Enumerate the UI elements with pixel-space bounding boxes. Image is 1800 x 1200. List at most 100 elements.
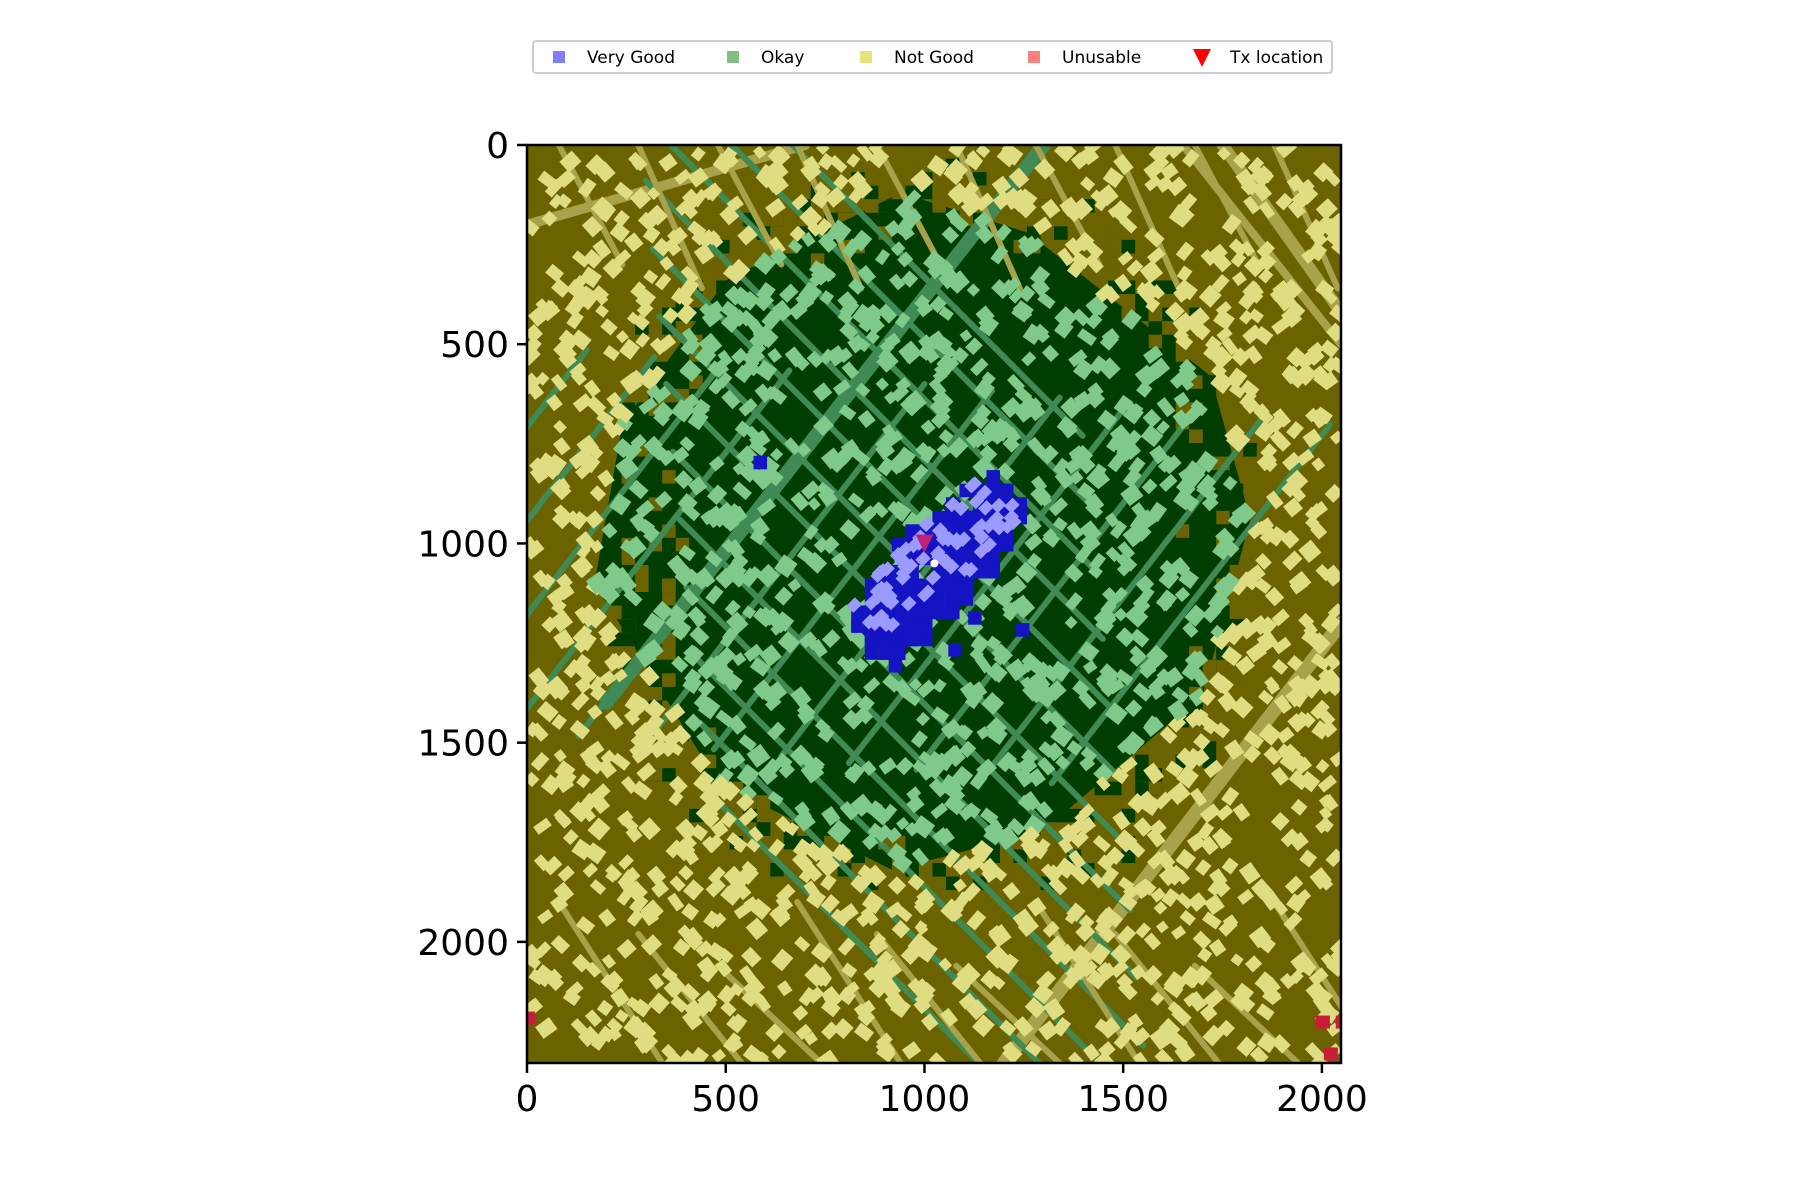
building	[948, 532, 964, 548]
building	[841, 962, 858, 979]
building	[1043, 997, 1066, 1021]
boundary-cell	[1108, 781, 1122, 796]
building	[934, 485, 954, 506]
building	[1228, 238, 1248, 257]
very-good-cell	[753, 455, 768, 470]
receiver-dot	[930, 559, 939, 568]
building	[552, 437, 571, 456]
building	[1288, 570, 1312, 594]
building	[1127, 793, 1148, 814]
building	[790, 491, 810, 512]
building	[1018, 285, 1036, 303]
building	[1257, 252, 1277, 272]
building	[1006, 514, 1022, 531]
building	[1328, 356, 1341, 376]
building	[748, 826, 764, 843]
building	[1235, 617, 1258, 640]
building	[767, 470, 784, 487]
building	[666, 554, 688, 576]
building	[1116, 925, 1137, 946]
building	[928, 751, 946, 768]
building	[1197, 947, 1213, 963]
building	[1321, 1002, 1336, 1018]
building	[602, 258, 624, 280]
building	[964, 153, 983, 171]
building	[873, 824, 893, 843]
building	[907, 932, 931, 956]
boundary-cell	[662, 768, 676, 782]
building	[964, 477, 980, 494]
building	[821, 230, 836, 245]
building	[1132, 1051, 1151, 1063]
building	[792, 1005, 809, 1021]
building	[1012, 301, 1033, 322]
building	[814, 718, 831, 735]
building	[1078, 816, 1096, 835]
boundary-cell	[1121, 239, 1136, 254]
building	[844, 766, 859, 781]
building	[1243, 730, 1265, 750]
building	[801, 231, 816, 248]
building	[887, 876, 907, 895]
building	[581, 216, 604, 238]
building-layer	[527, 145, 1341, 1063]
building	[723, 264, 744, 285]
boundary-cell	[1243, 443, 1257, 457]
building	[958, 802, 979, 822]
building	[1011, 594, 1034, 617]
building	[1271, 317, 1290, 335]
building	[1147, 357, 1171, 380]
building	[1258, 723, 1282, 746]
building	[986, 721, 1007, 742]
building	[710, 359, 730, 378]
building	[714, 646, 737, 668]
building	[853, 1003, 870, 1020]
building	[1102, 167, 1124, 189]
building	[848, 278, 866, 295]
building	[640, 934, 663, 956]
building	[1028, 237, 1045, 253]
building	[1296, 957, 1317, 977]
building	[542, 855, 563, 876]
building	[643, 435, 663, 455]
building	[817, 152, 835, 171]
building	[1282, 451, 1302, 471]
building	[1253, 326, 1274, 345]
very-good-cell	[918, 605, 933, 620]
building	[1329, 751, 1341, 768]
building	[615, 455, 639, 480]
building	[1216, 146, 1231, 161]
building	[830, 908, 851, 927]
building	[586, 740, 605, 759]
building	[637, 211, 658, 232]
building	[885, 827, 902, 844]
building	[897, 251, 914, 268]
building	[708, 300, 724, 316]
building	[607, 653, 625, 670]
building	[832, 379, 851, 396]
building	[1068, 445, 1086, 462]
boundary-cell	[1135, 754, 1149, 769]
boundary-cell	[824, 835, 838, 850]
building	[981, 537, 997, 553]
building	[890, 997, 911, 1019]
building	[616, 938, 637, 959]
building	[1289, 969, 1304, 985]
building	[1269, 287, 1285, 302]
building	[1122, 557, 1138, 572]
building	[1330, 948, 1341, 968]
building	[1032, 983, 1054, 1005]
building	[671, 446, 690, 464]
building	[612, 438, 634, 459]
building	[1258, 268, 1274, 284]
building	[731, 286, 754, 309]
plot-area	[527, 145, 1341, 1063]
building	[1155, 849, 1176, 871]
building	[1263, 746, 1283, 766]
building	[732, 461, 747, 476]
building	[558, 329, 580, 350]
building	[862, 833, 879, 851]
building	[974, 654, 993, 674]
building	[778, 762, 795, 779]
building	[629, 187, 652, 210]
